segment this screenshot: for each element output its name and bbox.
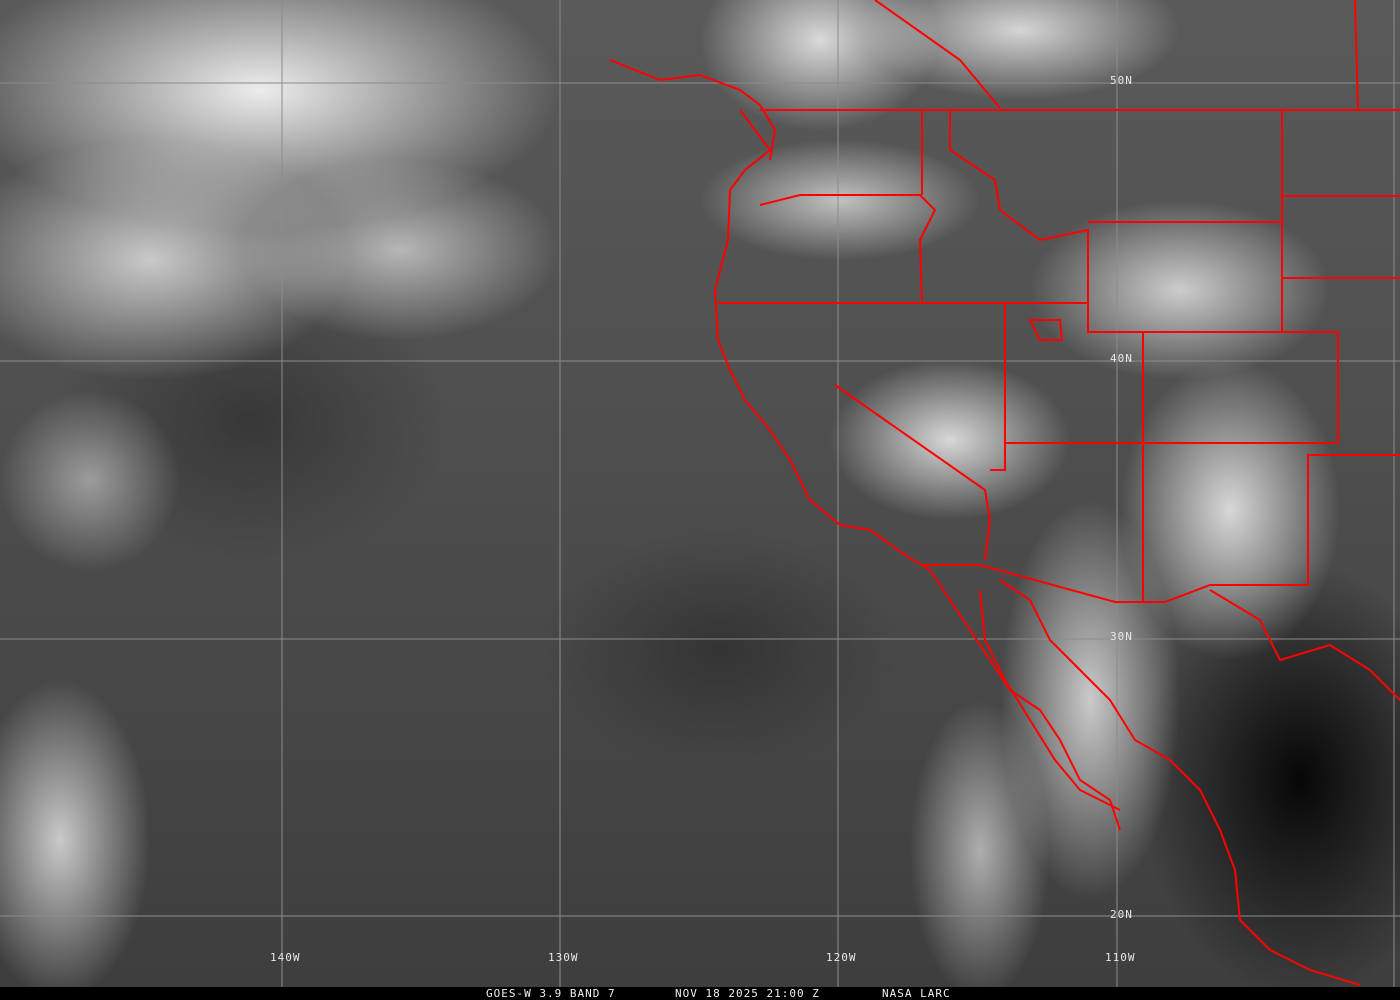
product-label: GOES-W 3.9 BAND 7 — [486, 987, 616, 1000]
source-label: NASA LARC — [882, 987, 951, 1000]
longitude-label-110w: 110W — [1105, 951, 1136, 964]
longitude-label-140w: 140W — [270, 951, 301, 964]
longitude-label-120w: 120W — [826, 951, 857, 964]
timestamp-label: NOV 18 2025 21:00 Z — [675, 987, 820, 1000]
latitude-label-40n: 40N — [1110, 352, 1133, 365]
latitude-label-30n: 30N — [1110, 630, 1133, 643]
longitude-label-130w: 130W — [548, 951, 579, 964]
caption-bar: GOES-W 3.9 BAND 7 NOV 18 2025 21:00 Z NA… — [0, 987, 1400, 1000]
coastlines-and-borders — [609, 0, 1400, 986]
latitude-label-50n: 50N — [1110, 74, 1133, 87]
latitude-label-20n: 20N — [1110, 908, 1133, 921]
